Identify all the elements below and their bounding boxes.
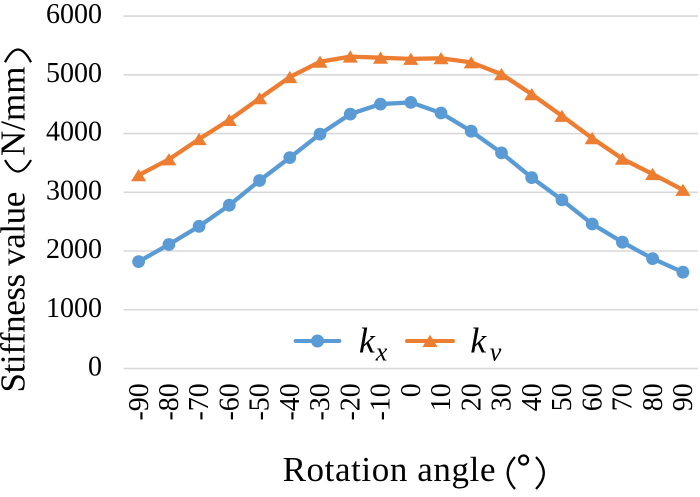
svg-text:6000: 6000 <box>46 0 102 30</box>
svg-text:-30: -30 <box>305 383 336 420</box>
svg-text:-80: -80 <box>154 383 185 420</box>
svg-text:-70: -70 <box>184 383 215 420</box>
svg-text:40: 40 <box>517 383 548 411</box>
svg-text:20: 20 <box>456 383 487 411</box>
svg-text:5000: 5000 <box>46 58 102 89</box>
svg-text:k: k <box>470 321 487 361</box>
svg-text:-20: -20 <box>335 383 366 420</box>
svg-text:k: k <box>359 321 376 361</box>
svg-text:10: 10 <box>426 383 457 411</box>
svg-text:x: x <box>375 337 388 366</box>
svg-text:-40: -40 <box>275 383 306 420</box>
svg-text:4000: 4000 <box>46 117 102 148</box>
svg-text:70: 70 <box>608 383 639 411</box>
svg-text:3000: 3000 <box>46 175 102 206</box>
svg-text:80: 80 <box>638 383 669 411</box>
svg-text:2000: 2000 <box>46 234 102 265</box>
svg-text:-60: -60 <box>215 383 246 420</box>
svg-text:-50: -50 <box>245 383 276 420</box>
svg-text:1000: 1000 <box>46 293 102 324</box>
svg-text:Stiffness value: Stiffness value <box>0 192 33 392</box>
svg-text:Rotation angle: Rotation angle <box>283 450 497 489</box>
svg-text:-10: -10 <box>366 383 397 420</box>
svg-text:N/mm: N/mm <box>0 67 33 156</box>
svg-text:0: 0 <box>88 352 102 383</box>
svg-text:90: 90 <box>668 383 699 411</box>
svg-text:v: v <box>490 337 502 366</box>
svg-text:0: 0 <box>396 383 427 397</box>
svg-text:-90: -90 <box>124 383 155 420</box>
svg-text:30: 30 <box>487 383 518 411</box>
svg-text:50: 50 <box>547 383 578 411</box>
svg-text:60: 60 <box>577 383 608 411</box>
